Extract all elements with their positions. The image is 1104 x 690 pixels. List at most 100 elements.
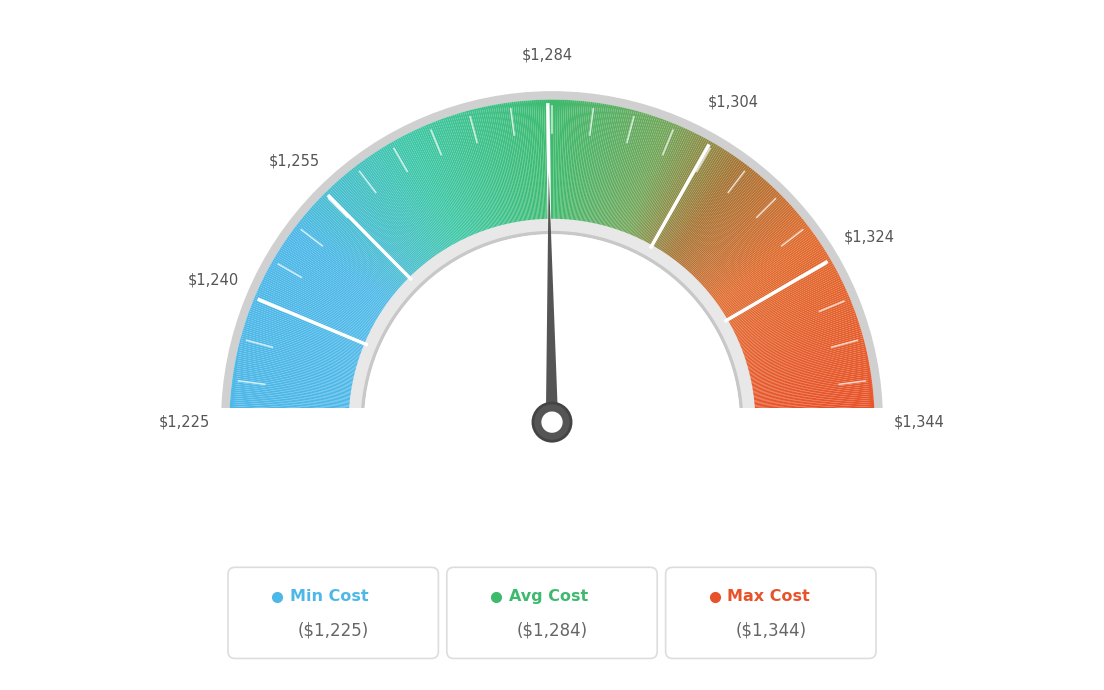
Wedge shape — [315, 203, 412, 293]
Wedge shape — [243, 328, 370, 368]
Wedge shape — [496, 104, 520, 235]
Wedge shape — [628, 126, 682, 248]
Wedge shape — [230, 418, 361, 421]
Wedge shape — [687, 194, 782, 288]
Wedge shape — [369, 155, 445, 265]
Wedge shape — [728, 294, 849, 348]
Wedge shape — [230, 400, 362, 410]
Wedge shape — [718, 263, 834, 329]
Wedge shape — [742, 392, 873, 406]
Wedge shape — [407, 133, 468, 252]
Wedge shape — [349, 219, 755, 422]
Wedge shape — [307, 210, 408, 298]
Wedge shape — [535, 100, 543, 232]
Wedge shape — [532, 100, 541, 232]
Wedge shape — [722, 276, 840, 337]
Wedge shape — [362, 160, 440, 268]
Wedge shape — [728, 296, 850, 348]
Wedge shape — [230, 414, 361, 419]
Wedge shape — [305, 213, 406, 299]
Wedge shape — [709, 239, 819, 315]
Wedge shape — [231, 396, 362, 408]
Wedge shape — [404, 135, 466, 253]
Wedge shape — [676, 176, 762, 277]
Wedge shape — [342, 176, 428, 277]
Wedge shape — [261, 281, 381, 340]
Wedge shape — [542, 99, 548, 231]
Wedge shape — [232, 382, 363, 400]
Wedge shape — [743, 420, 874, 422]
Wedge shape — [241, 336, 368, 373]
Wedge shape — [712, 246, 824, 319]
Wedge shape — [540, 100, 546, 232]
Wedge shape — [299, 219, 404, 304]
Wedge shape — [713, 251, 827, 322]
Wedge shape — [293, 229, 400, 309]
Wedge shape — [720, 270, 838, 333]
Wedge shape — [493, 105, 519, 235]
Wedge shape — [233, 375, 363, 396]
Wedge shape — [704, 228, 810, 308]
Wedge shape — [723, 281, 843, 340]
Wedge shape — [236, 356, 365, 384]
Wedge shape — [460, 112, 499, 239]
Text: ($1,225): ($1,225) — [298, 621, 369, 639]
Wedge shape — [735, 331, 862, 369]
Wedge shape — [253, 299, 375, 351]
Wedge shape — [466, 110, 502, 238]
Wedge shape — [302, 217, 405, 302]
Wedge shape — [701, 221, 806, 304]
Wedge shape — [716, 259, 831, 327]
Wedge shape — [608, 114, 650, 240]
Wedge shape — [361, 161, 439, 268]
Wedge shape — [711, 242, 821, 317]
Wedge shape — [510, 102, 528, 233]
Wedge shape — [595, 108, 626, 237]
Wedge shape — [234, 368, 364, 391]
Wedge shape — [240, 340, 368, 375]
Wedge shape — [671, 171, 756, 275]
Wedge shape — [358, 164, 438, 270]
Wedge shape — [405, 134, 467, 252]
Wedge shape — [301, 218, 404, 302]
Wedge shape — [331, 186, 423, 283]
Wedge shape — [266, 270, 384, 333]
Wedge shape — [686, 191, 778, 286]
Wedge shape — [290, 233, 397, 311]
Wedge shape — [445, 117, 490, 242]
Wedge shape — [435, 121, 484, 244]
Wedge shape — [240, 342, 368, 376]
Wedge shape — [733, 322, 859, 364]
Wedge shape — [240, 338, 368, 373]
Wedge shape — [639, 136, 702, 253]
Wedge shape — [652, 148, 723, 260]
Wedge shape — [443, 118, 488, 243]
Wedge shape — [255, 294, 376, 348]
Wedge shape — [499, 104, 522, 234]
Wedge shape — [739, 352, 868, 382]
Circle shape — [533, 403, 571, 441]
Wedge shape — [678, 180, 767, 280]
Wedge shape — [251, 305, 374, 354]
Wedge shape — [702, 223, 807, 305]
Wedge shape — [737, 344, 866, 377]
Text: $1,304: $1,304 — [708, 95, 758, 110]
Wedge shape — [269, 265, 385, 331]
Wedge shape — [381, 148, 452, 260]
Wedge shape — [336, 181, 425, 281]
Wedge shape — [739, 354, 868, 383]
Wedge shape — [235, 359, 364, 386]
Wedge shape — [263, 277, 382, 337]
Wedge shape — [231, 392, 362, 406]
Wedge shape — [591, 106, 618, 235]
Wedge shape — [740, 368, 870, 391]
Wedge shape — [371, 154, 446, 264]
Wedge shape — [312, 204, 412, 294]
Wedge shape — [230, 412, 361, 417]
Wedge shape — [661, 157, 739, 266]
Wedge shape — [284, 241, 394, 316]
Wedge shape — [533, 100, 542, 232]
Wedge shape — [252, 302, 375, 352]
Wedge shape — [478, 108, 509, 237]
Wedge shape — [530, 100, 540, 232]
